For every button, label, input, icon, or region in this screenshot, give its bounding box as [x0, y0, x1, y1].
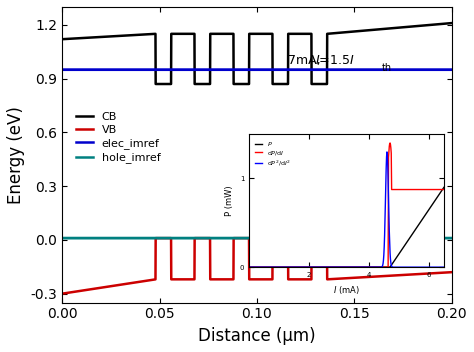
Legend: CB, VB, elec_imref, hole_imref: CB, VB, elec_imref, hole_imref: [72, 107, 165, 168]
VB: [153, 236, 158, 240]
hole_imref: [249, 236, 255, 240]
Y-axis label: Energy (eV): Energy (eV): [7, 106, 25, 204]
Text: $\it{I}$=1.5$\it{I}$: $\it{I}$=1.5$\it{I}$: [315, 54, 355, 67]
VB: [438, 271, 444, 275]
hole_imref: [79, 236, 85, 240]
hole_imref: [366, 236, 372, 240]
elec_imref: [449, 68, 455, 72]
VB: [59, 291, 65, 296]
CB: [249, 32, 255, 36]
CB: [153, 82, 158, 86]
hole_imref: [438, 236, 443, 240]
VB: [438, 271, 443, 275]
elec_imref: [59, 68, 65, 72]
X-axis label: Distance (μm): Distance (μm): [198, 327, 316, 345]
elec_imref: [249, 68, 255, 72]
CB: [59, 37, 65, 41]
elec_imref: [438, 68, 443, 72]
VB: [238, 236, 244, 240]
elec_imref: [366, 68, 372, 72]
hole_imref: [238, 236, 244, 240]
VB: [366, 275, 372, 279]
Line: VB: VB: [62, 238, 452, 294]
hole_imref: [438, 236, 443, 240]
elec_imref: [79, 68, 85, 72]
CB: [438, 22, 444, 26]
elec_imref: [438, 68, 443, 72]
VB: [79, 289, 85, 293]
CB: [238, 82, 244, 86]
CB: [438, 22, 443, 26]
VB: [249, 277, 255, 282]
VB: [449, 270, 455, 274]
Text: th: th: [382, 63, 392, 73]
hole_imref: [59, 236, 65, 240]
CB: [449, 21, 455, 25]
Text: 7mA,: 7mA,: [288, 54, 329, 67]
Line: CB: CB: [62, 23, 452, 84]
CB: [366, 28, 372, 32]
CB: [79, 36, 85, 40]
hole_imref: [449, 236, 455, 240]
elec_imref: [238, 68, 244, 72]
